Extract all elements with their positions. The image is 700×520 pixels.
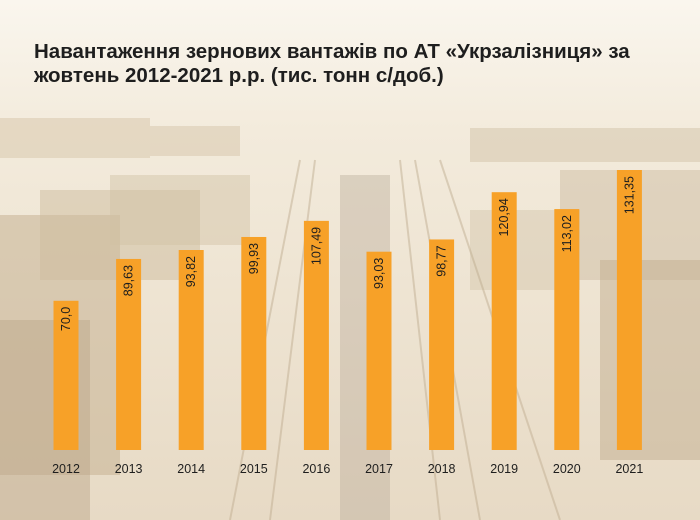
bar-2014 — [178, 250, 204, 450]
value-labels-group: 70,0 89,63 93,82 99,93 107,49 93,03 98,77 120,9… — [59, 176, 636, 331]
bars-group — [53, 170, 642, 450]
category-labels-group: 2012 2013 2014 2015 2016 2017 2018 2019 2020 2021 — [52, 462, 643, 476]
category-label-2014: 2014 — [177, 462, 205, 476]
bar-2020 — [554, 209, 580, 450]
category-label-2020: 2020 — [553, 462, 581, 476]
value-label-2021: 131,35 — [622, 176, 636, 214]
bar-2013 — [116, 258, 142, 450]
category-label-2012: 2012 — [52, 462, 80, 476]
value-label-2014: 93,82 — [184, 256, 198, 287]
bar-2021 — [616, 170, 642, 450]
category-label-2016: 2016 — [302, 462, 330, 476]
value-label-2017: 93,03 — [372, 258, 386, 289]
bar-2019 — [491, 192, 517, 450]
category-label-2019: 2019 — [490, 462, 518, 476]
chart-title: Навантаження зернових вантажів по АТ «Ук… — [34, 40, 630, 87]
category-label-2017: 2017 — [365, 462, 393, 476]
bar-2012 — [53, 300, 79, 450]
value-label-2018: 98,77 — [435, 245, 449, 276]
bar-2018 — [429, 239, 455, 450]
value-label-2015: 99,93 — [247, 243, 261, 274]
category-label-2018: 2018 — [428, 462, 456, 476]
value-label-2016: 107,49 — [309, 227, 323, 265]
category-label-2015: 2015 — [240, 462, 268, 476]
bar-2017 — [366, 251, 392, 450]
value-label-2019: 120,94 — [497, 198, 511, 236]
value-label-2012: 70,0 — [59, 307, 73, 331]
category-label-2013: 2013 — [115, 462, 143, 476]
value-label-2020: 113,02 — [560, 215, 574, 252]
category-label-2021: 2021 — [615, 462, 643, 476]
bar-2016 — [303, 220, 329, 450]
bar-2015 — [241, 236, 267, 450]
value-label-2013: 89,63 — [122, 265, 136, 296]
